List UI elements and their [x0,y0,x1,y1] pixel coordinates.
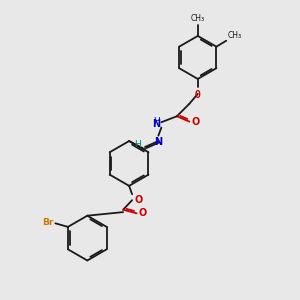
Text: N: N [154,137,162,148]
Text: O: O [138,208,147,218]
Text: Br: Br [42,218,54,227]
Text: O: O [134,195,143,206]
Text: CH₃: CH₃ [227,31,242,40]
Text: O: O [191,117,200,127]
Text: N: N [152,119,160,129]
Text: H: H [153,117,160,126]
Text: O: O [195,90,201,100]
Text: CH₃: CH₃ [191,14,205,23]
Text: H: H [135,140,141,148]
